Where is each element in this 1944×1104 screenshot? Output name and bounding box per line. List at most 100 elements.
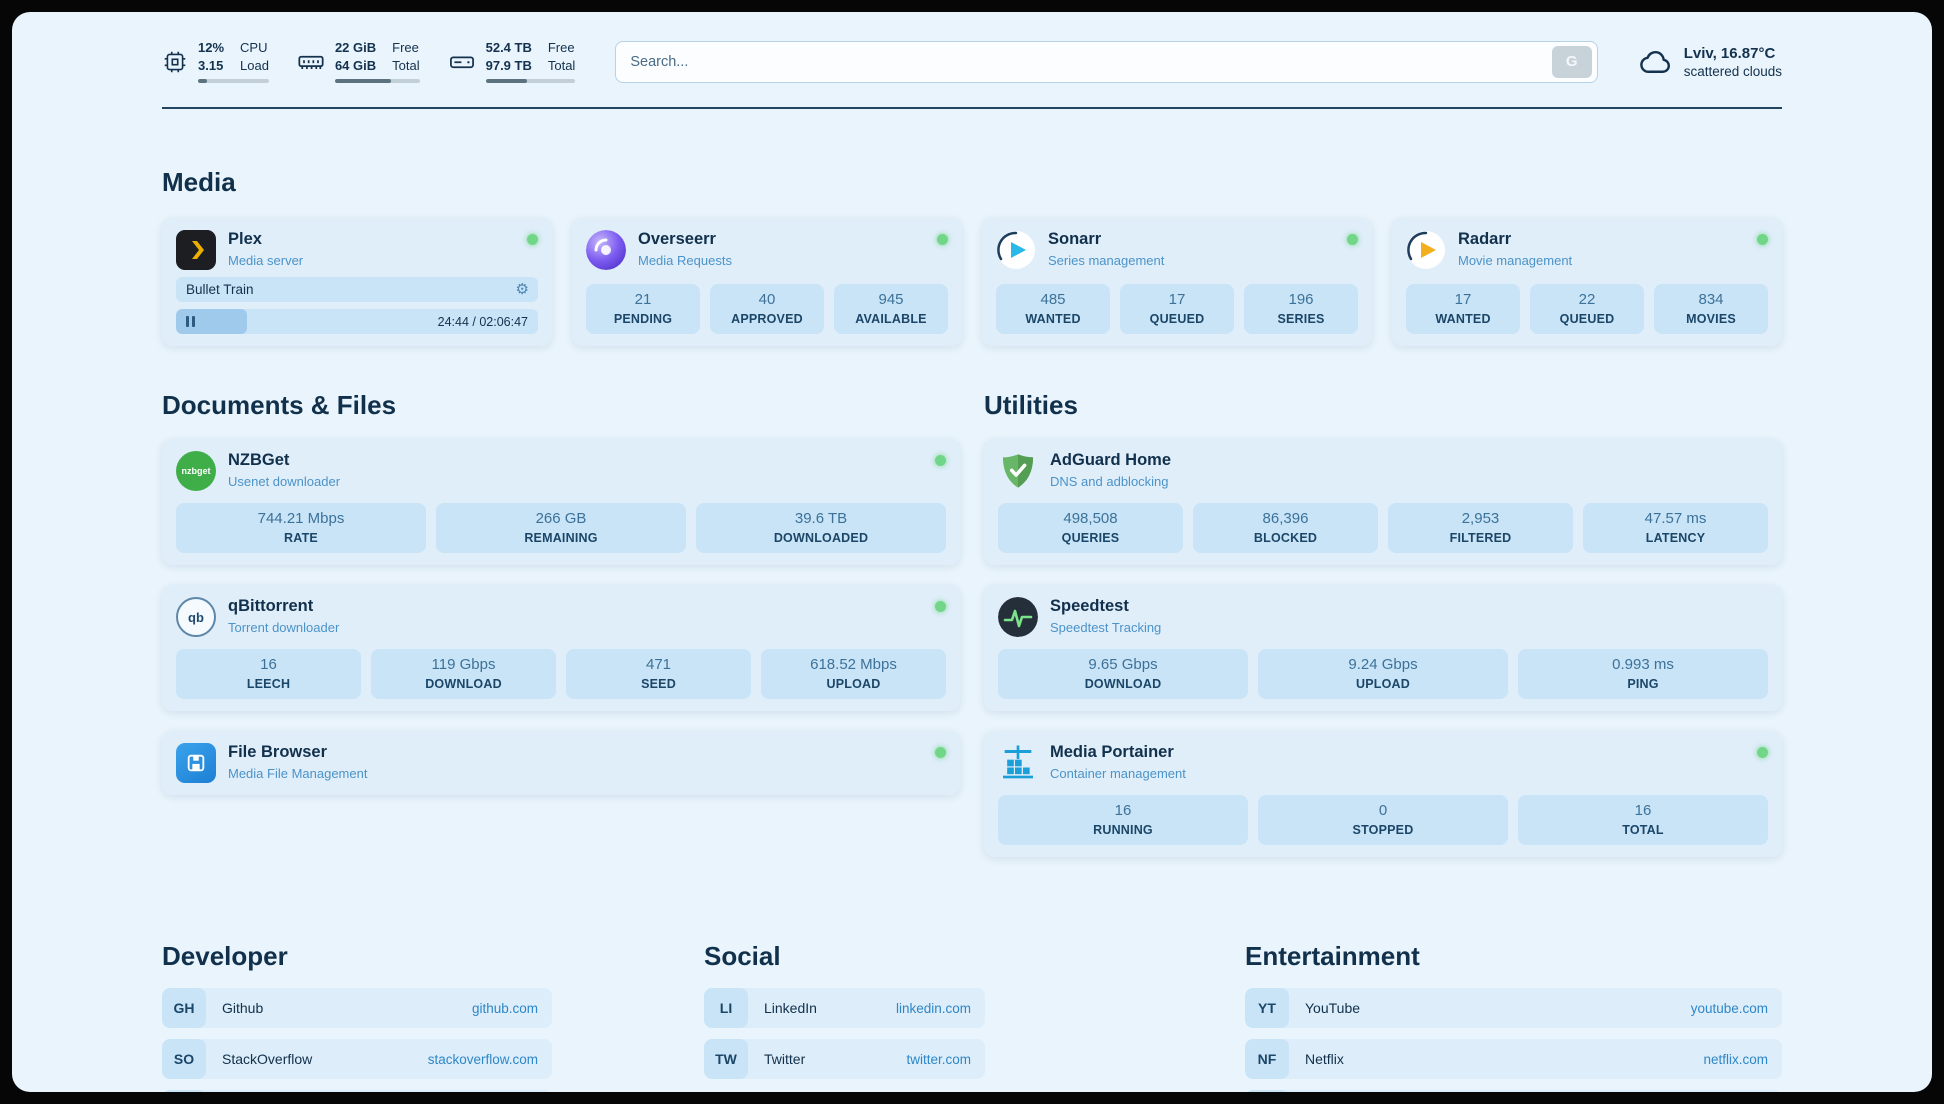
app-link-radarr[interactable]: Radarr Movie management <box>1406 230 1768 270</box>
bookmark-netflix[interactable]: NF Netflix netflix.com <box>1245 1039 1782 1079</box>
adguard-shield-icon <box>998 451 1038 491</box>
app-link-overseerr[interactable]: Overseerr Media Requests <box>586 230 948 270</box>
stat-label: PING <box>1627 677 1659 691</box>
disk-icon <box>448 48 476 76</box>
cpu-percent: 12% <box>198 40 225 55</box>
app-meta: Overseerr Media Requests <box>638 230 925 268</box>
bookmark-stackoverflow[interactable]: SO StackOverflow stackoverflow.com <box>162 1039 552 1079</box>
status-dot <box>935 747 946 758</box>
cpu-load-label: Load <box>240 58 269 73</box>
section-title-media: Media <box>162 167 236 197</box>
ram-total-label: Total <box>392 58 420 73</box>
ram-readout: 22 GiB 64 GiB Free Total <box>334 40 420 83</box>
stat-label: DOWNLOAD <box>1084 677 1162 691</box>
app-link-speedtest[interactable]: Speedtest Speedtest Tracking <box>998 597 1768 637</box>
gear-icon[interactable]: ⚙ <box>515 281 529 298</box>
search-input[interactable] <box>630 53 1552 70</box>
nzbget-icon-text: nzbget <box>181 466 211 476</box>
app-card-plex: Plex Media server Bullet Train ⚙ 24:44 /… <box>162 218 552 346</box>
weather-condition: scattered clouds <box>1683 63 1782 79</box>
stat-tiles: 17 WANTED 22 QUEUED 834 MOVIES <box>1406 284 1768 334</box>
app-meta: NZBGet Usenet downloader <box>228 451 923 489</box>
status-dot <box>937 234 948 245</box>
topbar-divider <box>162 107 1782 109</box>
weather-location: Lviv, 16.87°C <box>1683 44 1776 62</box>
app-card-speedtest: Speedtest Speedtest Tracking 9.65 Gbps D… <box>984 585 1782 711</box>
app-name: Media Portainer <box>1050 743 1174 761</box>
stat-label: WANTED <box>1435 312 1491 326</box>
pause-icon[interactable] <box>186 316 195 327</box>
app-name: Radarr <box>1458 230 1512 248</box>
app-name: Speedtest <box>1050 597 1129 615</box>
bookmarks-developer: Developer GH Github github.com SO StackO… <box>162 899 552 1092</box>
app-card-portainer: Media Portainer Container management 16 … <box>984 731 1782 857</box>
filebrowser-icon <box>176 743 216 783</box>
stat-label: REMAINING <box>524 531 598 545</box>
stat-upload: 9.24 Gbps UPLOAD <box>1258 649 1508 699</box>
app-link-filebrowser[interactable]: File Browser Media File Management <box>176 743 946 783</box>
app-link-nzbget[interactable]: nzbget NZBGet Usenet downloader <box>176 451 946 491</box>
app-link-adguard[interactable]: AdGuard Home DNS and adblocking <box>998 451 1768 491</box>
stat-label: QUEUED <box>1559 312 1615 326</box>
portainer-crane-icon <box>998 743 1038 783</box>
system-monitors: 12% 3.15 CPU Load <box>162 40 576 83</box>
dashboard-page: 12% 3.15 CPU Load <box>12 12 1932 1092</box>
app-link-sonarr[interactable]: Sonarr Series management <box>996 230 1358 270</box>
bookmark-reddit[interactable]: RE Reddit reddit.com <box>1245 1090 1782 1092</box>
cpu-progress-bar <box>198 79 269 83</box>
app-subtitle: DNS and adblocking <box>1050 474 1169 489</box>
now-playing-title: Bullet Train <box>186 282 254 297</box>
status-dot <box>527 234 538 245</box>
netflix-abbr-icon: NF <box>1245 1039 1289 1079</box>
stat-value: 22 <box>1578 291 1596 308</box>
app-subtitle: Speedtest Tracking <box>1050 620 1162 635</box>
cpu-label: CPU <box>240 40 268 55</box>
stat-tiles: 485 WANTED 17 QUEUED 196 SERIES <box>996 284 1358 334</box>
app-meta: Radarr Movie management <box>1458 230 1745 268</box>
cpu-progress-fill <box>198 79 207 83</box>
app-name: NZBGet <box>228 451 290 469</box>
playback-progress-bar[interactable]: 24:44 / 02:06:47 <box>176 309 538 334</box>
stat-download: 9.65 Gbps DOWNLOAD <box>998 649 1248 699</box>
stat-label: DOWNLOADED <box>773 531 869 545</box>
stat-value: 17 <box>1454 291 1472 308</box>
stat-label: RUNNING <box>1093 823 1153 837</box>
bookmark-name: Twitter <box>764 1051 806 1067</box>
app-link-qbittorrent[interactable]: qb qBittorrent Torrent downloader <box>176 597 946 637</box>
github-abbr-icon: GH <box>162 988 206 1028</box>
bookmark-twitter[interactable]: TW Twitter twitter.com <box>704 1039 985 1079</box>
app-name: Plex <box>228 230 262 248</box>
now-playing-row: Bullet Train ⚙ <box>176 277 538 302</box>
stat-value: 40 <box>758 291 776 308</box>
stat-value: 485 <box>1040 291 1066 308</box>
weather-widget[interactable]: Lviv, 16.87°C scattered clouds <box>1638 44 1782 80</box>
app-subtitle: Torrent downloader <box>228 620 340 635</box>
stat-value: 21 <box>634 291 652 308</box>
bookmark-linkedin[interactable]: LI LinkedIn linkedin.com <box>704 988 985 1028</box>
stat-value: 9.24 Gbps <box>1348 656 1418 673</box>
bookmark-url: linkedin.com <box>895 1000 971 1016</box>
bookmark-youtube[interactable]: YT YouTube youtube.com <box>1245 988 1782 1028</box>
bookmark-github[interactable]: GH Github github.com <box>162 988 552 1028</box>
stat-leech: 16 LEECH <box>176 649 361 699</box>
stat-value: 945 <box>878 291 904 308</box>
app-link-portainer[interactable]: Media Portainer Container management <box>998 743 1768 783</box>
stat-seed: 471 SEED <box>566 649 751 699</box>
stat-blocked: 86,396 BLOCKED <box>1193 503 1378 553</box>
search-bar: G <box>615 40 1598 83</box>
stat-value: 86,396 <box>1262 510 1309 527</box>
bookmark-dev[interactable]: DT DEV dev.to <box>162 1090 552 1092</box>
app-subtitle: Media Requests <box>638 253 732 268</box>
linkedin-abbr-icon: LI <box>704 988 748 1028</box>
section-title-entertainment: Entertainment <box>1245 941 1420 971</box>
app-meta: Plex Media server <box>228 230 515 268</box>
app-link-plex[interactable]: Plex Media server <box>176 230 538 270</box>
stat-tiles: 21 PENDING 40 APPROVED 945 AVAILABLE <box>586 284 948 334</box>
plex-icon <box>176 230 216 270</box>
topbar: 12% 3.15 CPU Load <box>162 40 1782 83</box>
stat-label: BLOCKED <box>1253 531 1318 545</box>
bookmark-url: twitter.com <box>906 1051 971 1067</box>
app-card-nzbget: nzbget NZBGet Usenet downloader 744.21 M… <box>162 439 960 565</box>
search-engine-button[interactable]: G <box>1551 45 1592 78</box>
stat-label: SERIES <box>1277 312 1325 326</box>
